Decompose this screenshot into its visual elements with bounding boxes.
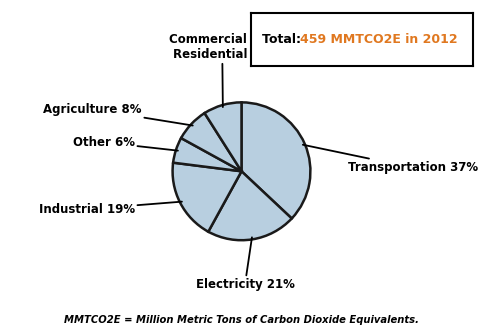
Wedge shape [208,171,292,240]
Text: Industrial 19%: Industrial 19% [39,202,182,216]
Wedge shape [242,102,311,218]
Wedge shape [172,163,242,232]
Wedge shape [173,138,242,171]
Text: Other 6%: Other 6% [72,136,178,151]
Wedge shape [181,113,242,171]
Text: Commercial and
Residential 9%: Commercial and Residential 9% [169,33,276,107]
Text: Electricity 21%: Electricity 21% [196,237,294,291]
Text: MMTCO2E = Million Metric Tons of Carbon Dioxide Equivalents.: MMTCO2E = Million Metric Tons of Carbon … [64,315,419,325]
Text: Agriculture 8%: Agriculture 8% [43,103,193,125]
Wedge shape [205,102,242,171]
Text: Total:: Total: [262,33,306,46]
Text: Transportation 37%: Transportation 37% [303,145,479,174]
Text: 459 MMTCO2E in 2012: 459 MMTCO2E in 2012 [300,33,458,46]
